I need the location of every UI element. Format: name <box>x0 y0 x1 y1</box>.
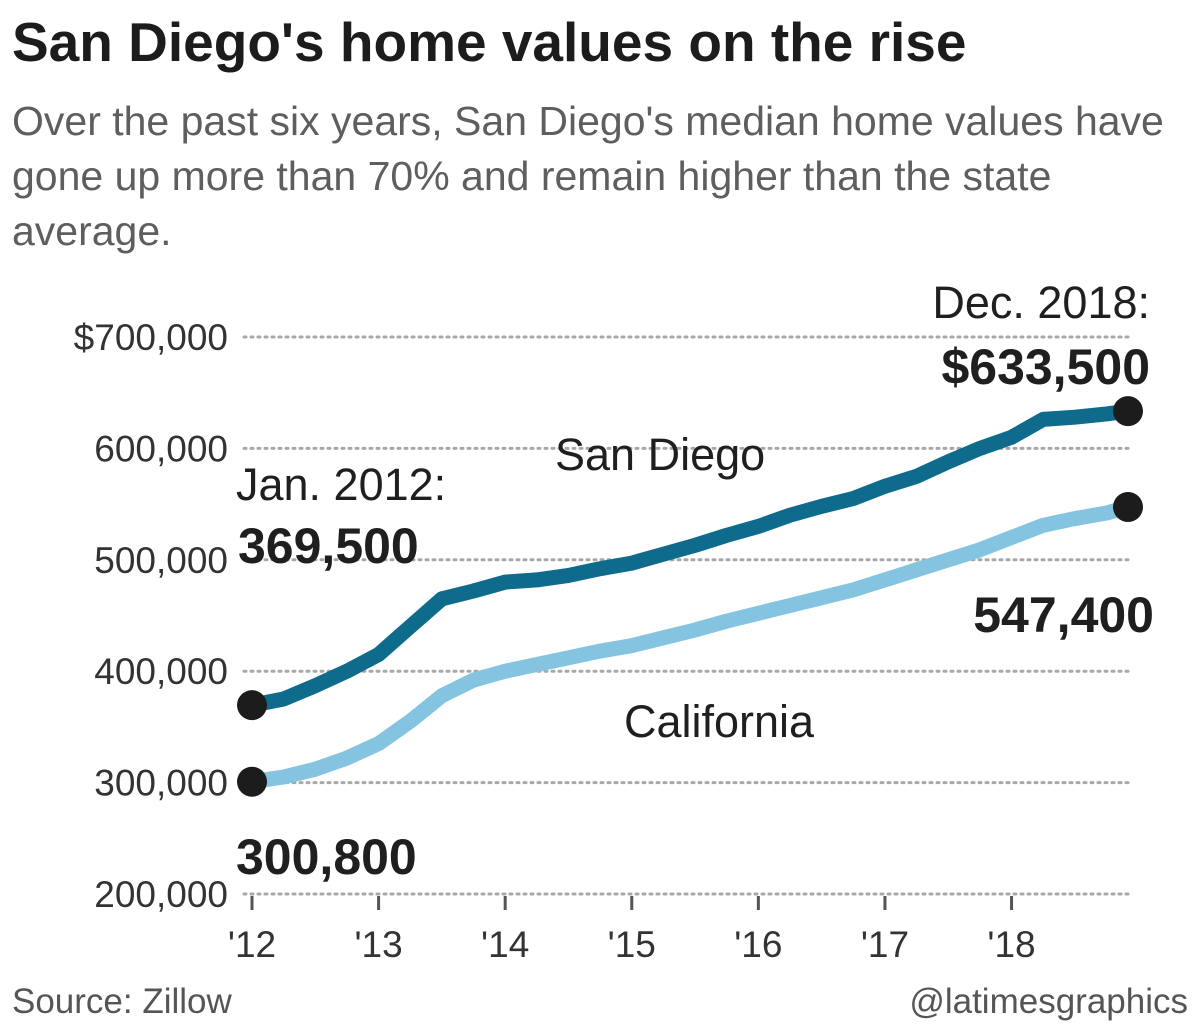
x-tick-label: '13 <box>354 924 402 965</box>
x-tick-label: '17 <box>861 924 909 965</box>
end-date-label: Dec. 2018: <box>932 277 1150 328</box>
start-date-label: Jan. 2012: <box>236 459 446 510</box>
endpoint-markers <box>237 396 1143 797</box>
source-note: Source: Zillow <box>12 982 232 1021</box>
y-tick-label: 300,000 <box>94 763 228 804</box>
x-tick-label: '12 <box>228 924 276 965</box>
series-label-california: California <box>624 696 815 747</box>
y-axis-ticks: $700,000 600,000 500,000 400,000 300,000 200,… <box>74 317 228 915</box>
series-label-san-diego: San Diego <box>555 429 765 480</box>
california-end-value: 547,400 <box>973 587 1154 643</box>
y-tick-label: 500,000 <box>94 540 228 581</box>
y-tick-label: 200,000 <box>94 874 228 915</box>
series-line-california <box>244 499 1136 790</box>
san-diego-start-value: 369,500 <box>238 518 419 574</box>
series-line-san-diego <box>244 403 1136 713</box>
start-point-san-diego <box>237 690 267 721</box>
chart-title: San Diego's home values on the rise <box>12 11 967 73</box>
end-point-california <box>1113 491 1143 522</box>
start-point-california <box>237 766 267 797</box>
grid-lines <box>242 335 1134 896</box>
chart-subtitle: Over the past six years, San Diego's med… <box>12 98 1164 254</box>
x-tick-label: '14 <box>481 924 529 965</box>
x-tick-label: '15 <box>608 924 656 965</box>
san-diego-end-value: $633,500 <box>941 339 1150 395</box>
series-lines <box>244 403 1136 790</box>
credit-note: @latimesgraphics <box>909 982 1188 1021</box>
end-point-san-diego <box>1113 396 1143 427</box>
california-start-value: 300,800 <box>236 829 417 885</box>
x-tick-label: '18 <box>987 924 1035 965</box>
y-tick-label: $700,000 <box>74 317 228 358</box>
y-tick-label: 600,000 <box>94 428 228 469</box>
x-tick-label: '16 <box>734 924 782 965</box>
y-tick-label: 400,000 <box>94 651 228 692</box>
x-axis: '12 '13 '14 '15 '16 '17 '18 <box>228 896 1036 965</box>
